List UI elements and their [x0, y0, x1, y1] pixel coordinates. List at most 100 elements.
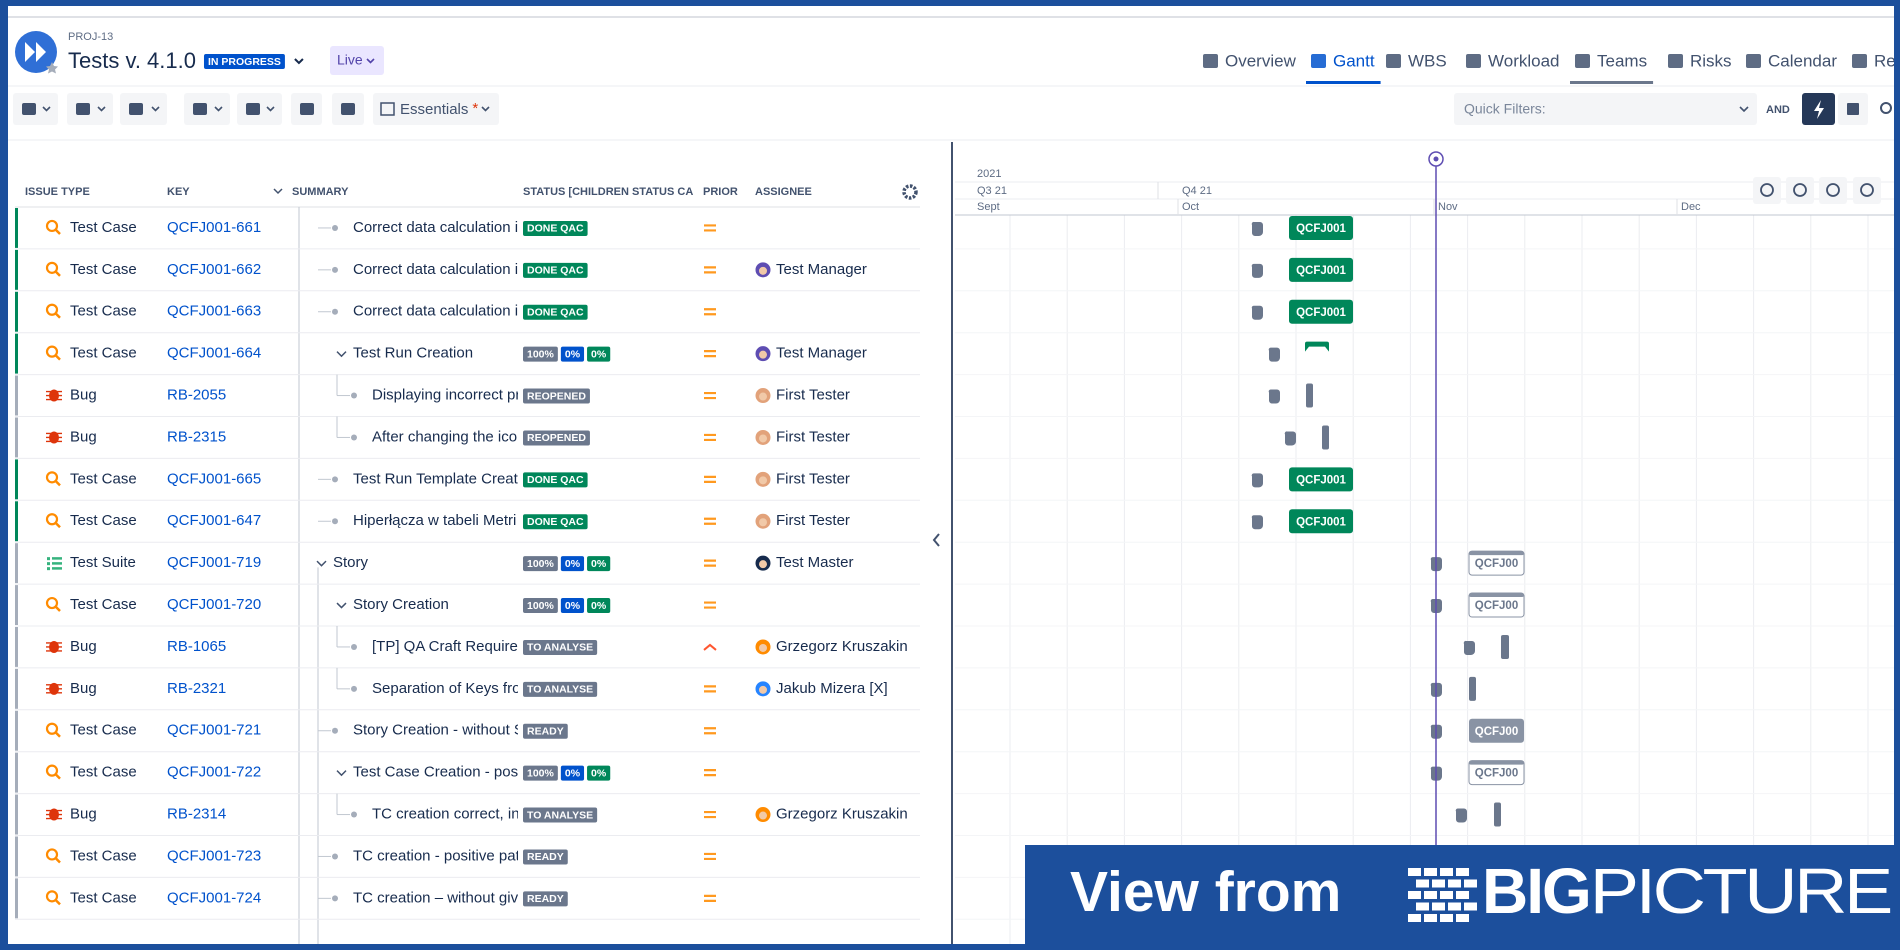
- summary[interactable]: Test Run Template Creati: [353, 470, 521, 487]
- toolbar-button[interactable]: [120, 93, 167, 125]
- gantt-bar[interactable]: [1469, 676, 1476, 701]
- issue-key[interactable]: QCFJ001-647: [167, 512, 261, 529]
- test-case-icon: [55, 354, 61, 361]
- drag-handle[interactable]: [1268, 389, 1280, 404]
- nav-tab[interactable]: Re: [1874, 51, 1896, 70]
- filter-operator[interactable]: AND: [1766, 104, 1790, 116]
- drag-handle[interactable]: [1251, 305, 1263, 320]
- nav-tab[interactable]: Gantt: [1333, 51, 1375, 70]
- summary[interactable]: Correct data calculation i: [353, 261, 518, 278]
- summary[interactable]: TC creation – without giv: [353, 889, 519, 906]
- quick-filters[interactable]: [1454, 93, 1757, 125]
- pane-splitter[interactable]: [951, 142, 953, 944]
- issue-key[interactable]: QCFJ001-661: [167, 219, 261, 236]
- progress-text: 0%: [591, 767, 607, 779]
- zoom-button[interactable]: [1753, 177, 1781, 204]
- view-button[interactable]: [373, 93, 499, 125]
- nav-underline: [1306, 81, 1381, 84]
- summary[interactable]: Test Run Creation: [353, 345, 473, 362]
- summary[interactable]: Story Creation: [353, 596, 449, 613]
- issue-key[interactable]: RB-2315: [167, 428, 226, 445]
- nav-tab[interactable]: Workload: [1488, 51, 1560, 70]
- summary[interactable]: TC creation - positive pat: [353, 847, 521, 864]
- summary[interactable]: Correct data calculation i: [353, 303, 518, 320]
- summary[interactable]: Displaying incorrect pr: [372, 387, 520, 404]
- issue-key[interactable]: QCFJ001-722: [167, 764, 261, 781]
- nav-tab[interactable]: Risks: [1690, 51, 1732, 70]
- drag-handle[interactable]: [1251, 473, 1263, 488]
- drag-handle[interactable]: [1455, 808, 1467, 823]
- issue-key[interactable]: RB-2314: [167, 806, 226, 823]
- issue-key[interactable]: QCFJ001-720: [167, 596, 261, 613]
- gantt-bar[interactable]: [1289, 257, 1353, 282]
- drag-handle[interactable]: [1251, 515, 1263, 530]
- gantt-bar[interactable]: [1322, 425, 1329, 450]
- issue-key[interactable]: QCFJ001-721: [167, 722, 261, 739]
- column-header[interactable]: STATUS [CHILDREN STATUS CA: [523, 186, 693, 198]
- issue-key[interactable]: QCFJ001-663: [167, 303, 261, 320]
- issue-key[interactable]: QCFJ001-662: [167, 261, 261, 278]
- expand-chevron[interactable]: [336, 351, 347, 358]
- summary[interactable]: Story Creation - without S: [353, 722, 524, 739]
- gantt-bar[interactable]: [1289, 467, 1353, 492]
- issue-key[interactable]: QCFJ001-719: [167, 554, 261, 571]
- nav-tab[interactable]: Teams: [1597, 51, 1647, 70]
- assignee: Jakub Mizera [X]: [776, 680, 888, 697]
- column-header[interactable]: ISSUE TYPE: [25, 186, 90, 198]
- summary[interactable]: [TP] QA Craft Requirer: [372, 638, 523, 655]
- settings-icon[interactable]: [902, 184, 918, 200]
- summary[interactable]: Story: [333, 554, 369, 571]
- summary[interactable]: Separation of Keys fro: [372, 680, 520, 697]
- expand-chevron[interactable]: [336, 770, 347, 777]
- priority-medium: [704, 559, 716, 567]
- drag-handle[interactable]: [1284, 431, 1296, 446]
- nav-tab[interactable]: Calendar: [1768, 51, 1837, 70]
- nav-tab[interactable]: WBS: [1408, 51, 1447, 70]
- issue-key[interactable]: RB-2321: [167, 680, 226, 697]
- gantt-bar[interactable]: [1289, 299, 1353, 324]
- drag-handle[interactable]: [1268, 347, 1280, 362]
- gantt-bar[interactable]: [1494, 802, 1501, 827]
- row-stripe: [15, 417, 18, 458]
- summary[interactable]: Hiperłącza w tabeli Metri: [353, 512, 516, 529]
- mode-button[interactable]: [330, 46, 384, 75]
- test-case-icon: [55, 270, 61, 277]
- zoom-button[interactable]: [1819, 177, 1847, 204]
- issue-key[interactable]: RB-1065: [167, 638, 226, 655]
- expand-chevron[interactable]: [336, 602, 347, 609]
- column-header[interactable]: SUMMARY: [292, 186, 349, 198]
- modified-marker: *: [472, 100, 478, 117]
- zoom-button[interactable]: [1853, 177, 1881, 204]
- issue-key[interactable]: QCFJ001-665: [167, 470, 261, 487]
- drag-handle[interactable]: [1251, 263, 1263, 278]
- toolbar-chevron: [97, 106, 106, 112]
- issue-key[interactable]: RB-2055: [167, 387, 226, 404]
- column-header[interactable]: PRIOR: [703, 186, 738, 198]
- gantt-bar[interactable]: [1306, 383, 1313, 408]
- column-header[interactable]: ASSIGNEE: [755, 186, 812, 198]
- column-header[interactable]: KEY: [167, 186, 190, 198]
- drag-handle[interactable]: [1251, 221, 1263, 236]
- gantt-bar[interactable]: [1289, 509, 1353, 534]
- drag-handle[interactable]: [1463, 640, 1475, 655]
- nav-tab[interactable]: Overview: [1225, 51, 1297, 70]
- issue-key[interactable]: QCFJ001-723: [167, 847, 261, 864]
- priority-high: [703, 643, 717, 651]
- toolbar-icon: [129, 103, 143, 115]
- expand-chevron[interactable]: [316, 560, 327, 567]
- gantt-bar[interactable]: [1469, 718, 1524, 743]
- gantt-summary[interactable]: [1305, 341, 1329, 352]
- summary[interactable]: TC creation correct, in: [372, 806, 520, 823]
- issue-key[interactable]: QCFJ001-724: [167, 889, 261, 906]
- gantt-bar[interactable]: [1289, 215, 1353, 240]
- summary[interactable]: Correct data calculation i: [353, 219, 518, 236]
- search-icon[interactable]: [1880, 102, 1892, 114]
- zoom-button[interactable]: [1786, 177, 1814, 204]
- collapse-arrow[interactable]: [932, 533, 940, 547]
- logo-brick: [1456, 891, 1469, 899]
- title-dropdown[interactable]: [294, 58, 304, 65]
- summary[interactable]: After changing the ico: [372, 428, 517, 445]
- summary[interactable]: Test Case Creation - posi: [353, 764, 521, 781]
- issue-key[interactable]: QCFJ001-664: [167, 345, 261, 362]
- gantt-bar[interactable]: [1501, 634, 1509, 659]
